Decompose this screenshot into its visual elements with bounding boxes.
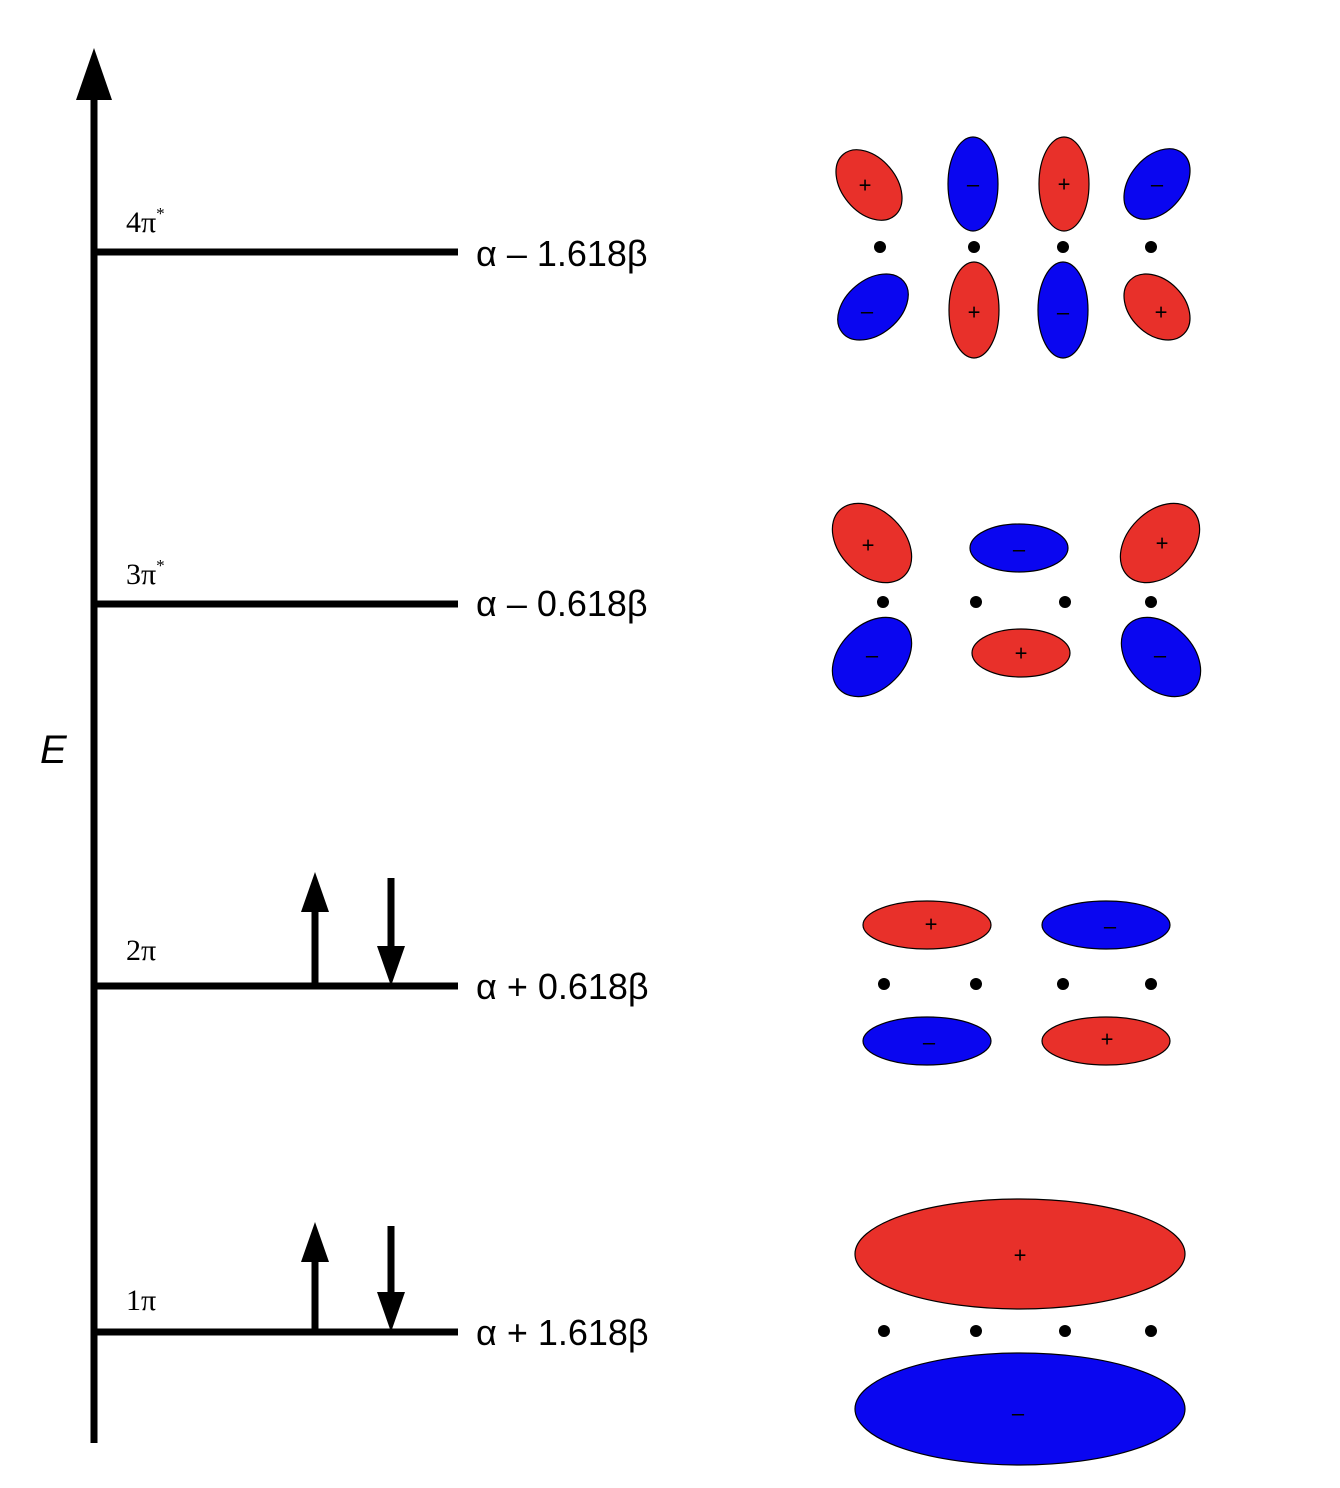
atom-dot [970, 1325, 982, 1337]
level-name: 4π* [126, 204, 165, 239]
atom-dot [1145, 1325, 1157, 1337]
level-2pi: 2π α + 0.618β [94, 872, 649, 1007]
lobe-negative [969, 523, 1069, 573]
lobe-sign: + [925, 912, 938, 937]
lobe-sign: – [861, 299, 874, 324]
level-energy: α – 1.618β [476, 233, 648, 274]
lobe-negative [1041, 900, 1171, 950]
lobe-sign: + [968, 300, 981, 325]
atom-dot [878, 978, 890, 990]
lobe-positive [835, 149, 903, 221]
lobe-sign: + [1014, 1243, 1027, 1268]
atom-dot [1145, 978, 1157, 990]
lobe-positive [948, 261, 1000, 359]
atom-dot [877, 596, 889, 608]
energy-axis-arrowhead [76, 48, 112, 100]
orbital-2pi: + – – + [862, 900, 1171, 1066]
energy-axis-label: E [40, 728, 68, 772]
atom-dot [1059, 1325, 1071, 1337]
lobe-sign: – [923, 1030, 936, 1055]
level-name: 1π [126, 1284, 156, 1317]
level-1pi: 1π α + 1.618β [94, 1222, 649, 1353]
lobe-sign: – [1151, 172, 1164, 197]
lobe-sign: – [1104, 914, 1117, 939]
atom-dot [1057, 978, 1069, 990]
lobe-negative [862, 1016, 992, 1066]
lobe-sign: + [1156, 531, 1169, 556]
electron-spin-up-arrow [301, 1222, 329, 1332]
atom-dot [874, 241, 886, 253]
orbital-1pi: + – [854, 1198, 1186, 1466]
lobe-negative [947, 136, 999, 232]
atom-dot [878, 1325, 890, 1337]
level-name: 3π* [126, 556, 165, 591]
lobe-positive [862, 900, 992, 950]
lobe-positive [831, 502, 913, 584]
lobe-sign: – [1013, 537, 1026, 562]
lobe-positive [1038, 136, 1090, 232]
lobe-sign: – [1012, 1401, 1025, 1426]
lobe-sign: – [967, 172, 980, 197]
orbital-4pi-star: + – + – – + – + [835, 136, 1191, 359]
lobe-negative [1120, 616, 1202, 698]
electron-spin-up-arrow [301, 872, 329, 986]
atom-dot [1057, 241, 1069, 253]
lobe-sign: – [1154, 643, 1167, 668]
lobe-negative [831, 616, 913, 698]
lobe-positive [1123, 273, 1191, 341]
level-energy: α – 0.618β [476, 583, 648, 624]
lobe-sign: – [866, 643, 879, 668]
lobe-positive [854, 1198, 1186, 1310]
electron-spin-down-arrow [377, 1226, 405, 1332]
lobe-negative [837, 273, 909, 341]
orbital-3pi-star: + – + – + – [831, 502, 1202, 698]
atom-dot [970, 978, 982, 990]
atom-dot [1145, 241, 1157, 253]
lobe-sign: – [1057, 300, 1070, 325]
lobe-positive [1041, 1016, 1171, 1066]
electron-spin-down-arrow [377, 878, 405, 986]
atom-dot [970, 596, 982, 608]
lobe-negative [1123, 148, 1191, 220]
lobe-negative [1037, 261, 1089, 359]
lobe-sign: + [1155, 300, 1168, 325]
energy-axis: E [40, 48, 112, 1443]
level-4pi-star: 4π* α – 1.618β [94, 204, 648, 274]
lobe-sign: + [1101, 1027, 1114, 1052]
level-energy: α + 0.618β [476, 966, 649, 1007]
lobe-positive [971, 628, 1071, 678]
level-name: 2π [126, 934, 156, 967]
lobe-sign: + [1015, 641, 1028, 666]
lobe-sign: + [859, 173, 872, 198]
level-3pi-star: 3π* α – 0.618β [94, 556, 648, 624]
atom-dot [968, 241, 980, 253]
lobe-positive [1119, 502, 1201, 584]
atom-dot [1145, 596, 1157, 608]
level-energy: α + 1.618β [476, 1312, 649, 1353]
lobe-sign: + [1058, 172, 1071, 197]
lobe-sign: + [862, 533, 875, 558]
atom-dot [1059, 596, 1071, 608]
lobe-negative [854, 1352, 1186, 1466]
